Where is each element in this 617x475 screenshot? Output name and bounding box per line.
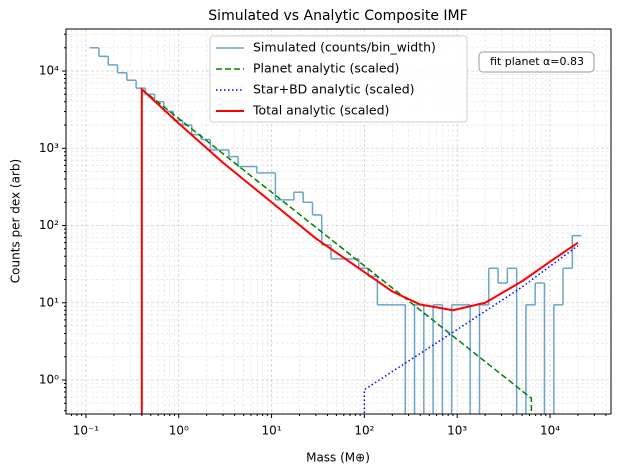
grid xyxy=(66,29,611,414)
x-tick-label: 10⁰ xyxy=(169,424,189,438)
legend-label: Simulated (counts/bin_width) xyxy=(253,40,436,55)
line xyxy=(141,88,533,414)
plot-frame xyxy=(65,28,612,415)
x-axis-label: Mass (M⊕) xyxy=(306,451,370,465)
axes: 10⁻¹ 10⁰ 10¹ 10² 10³ 10⁴ 10⁰ 10¹ 10² 10³ 10⁴ xyxy=(39,33,607,438)
legend-label: Star+BD analytic (scaled) xyxy=(253,82,415,97)
legend-label: Planet analytic (scaled) xyxy=(253,61,399,76)
x-tick-label: 10³ xyxy=(447,424,467,438)
annotation-box xyxy=(478,51,595,73)
y-tick-label: 10³ xyxy=(39,141,59,155)
y-tick-label: 10¹ xyxy=(39,295,59,309)
x-tick-label: 10⁻¹ xyxy=(73,424,100,438)
y-tick-label: 10⁰ xyxy=(39,373,59,387)
line xyxy=(140,87,579,414)
chart-title: Simulated vs Analytic Composite IMF xyxy=(208,8,467,24)
x-tick-label: 10⁴ xyxy=(540,424,560,438)
legend-label: Total analytic (scaled) xyxy=(252,103,389,118)
x-tick-label: 10² xyxy=(354,424,374,438)
annotation-text: fit planet α=0.83 xyxy=(490,55,584,68)
y-tick-label: 10⁴ xyxy=(39,64,59,78)
annotation: fit planet α=0.83 xyxy=(478,51,595,73)
legend-box xyxy=(209,35,468,123)
y-tick-label: 10² xyxy=(39,218,59,232)
x-tick-label: 10¹ xyxy=(262,424,282,438)
legend: Simulated (counts/bin_width) Planet analy… xyxy=(209,35,468,123)
plot-area xyxy=(89,47,582,414)
y-axis-label: Counts per dex (arb) xyxy=(9,159,23,283)
